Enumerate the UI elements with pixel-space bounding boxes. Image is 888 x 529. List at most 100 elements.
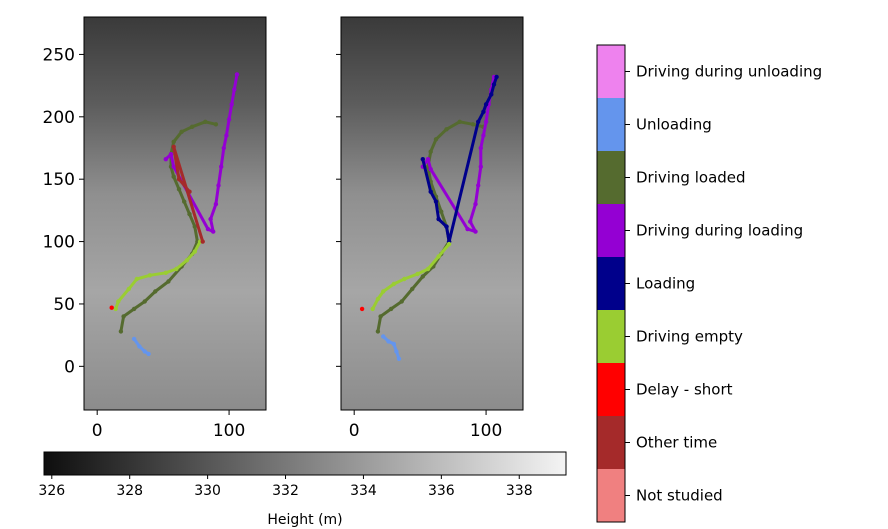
right-map-point-unloading — [381, 334, 386, 339]
legend-swatch-not-studied — [597, 469, 625, 523]
left-map-x-tick-label: 0 — [92, 421, 103, 441]
left-map-point-other-time — [171, 144, 176, 149]
right-map-point-unloading — [396, 356, 402, 361]
right-map-point-driving-loaded — [388, 306, 394, 312]
right-map-frame — [340, 16, 524, 411]
right-map-point-loading — [481, 109, 486, 115]
right-map-point-driving-loaded — [433, 137, 439, 142]
height-colorbar-tick-label: 328 — [116, 483, 143, 499]
left-map-x-tick-label: 100 — [213, 421, 245, 441]
legend-swatch-driving-during-loading — [597, 204, 625, 258]
left-map-background — [84, 17, 266, 410]
left-map-point-driving-loaded — [192, 224, 197, 229]
left-map-point-driving-empty — [184, 258, 190, 263]
legend-label-driving-during-loading: Driving during loading — [636, 222, 803, 240]
legend-swatch-driving-loaded — [597, 151, 625, 205]
left-map-point-driving-loaded — [187, 211, 192, 217]
right-map-point-unloading — [394, 349, 399, 354]
left-map-point-driving-loaded — [203, 119, 208, 125]
left-map-point-driving-during-loading — [163, 157, 168, 162]
right-map-point-driving-during-loading — [478, 164, 483, 169]
left-map-point-driving-during-loading — [232, 87, 237, 92]
right-map-point-loading — [420, 157, 425, 162]
right-map-point-loading — [491, 82, 497, 87]
right-map-point-unloading — [386, 339, 391, 344]
legend-label-driving-during-unloading: Driving during unloading — [636, 63, 822, 81]
left-map-point-unloading — [142, 349, 147, 354]
left-map-point-driving-during-loading — [168, 152, 174, 157]
right-map-point-driving-empty — [402, 276, 407, 282]
left-map-point-driving-during-loading — [211, 229, 216, 234]
left-map-y-ticks: 0 50 100 150 200 250 — [43, 45, 84, 377]
right-map-point-driving-during-loading — [468, 219, 473, 224]
left-map-point-unloading — [137, 344, 142, 349]
height-colorbar-tick-label: 336 — [428, 483, 455, 499]
category-colorbar: Driving during unloading Unloading Driving… — [596, 44, 822, 523]
right-map-point-driving-empty — [370, 306, 375, 312]
left-map-point-other-time — [176, 177, 182, 182]
height-colorbar-tick-label: 330 — [194, 483, 221, 499]
right-map-point-driving-loaded — [375, 329, 381, 334]
left-map-point-driving-empty — [147, 273, 153, 278]
legend-swatch-loading — [597, 257, 625, 311]
left-map-point-driving-loaded — [179, 129, 184, 134]
left-map-y-tick-label: 200 — [43, 108, 75, 128]
legend-swatch-driving-empty — [597, 310, 625, 364]
right-map-point-driving-empty — [381, 289, 386, 294]
height-colorbar-tick-label: 326 — [38, 483, 65, 499]
height-colorbar-gradient — [43, 451, 567, 476]
left-map-point-driving-during-loading — [205, 226, 211, 232]
left-map-point-driving-loaded — [171, 174, 176, 179]
left-map-y-tick-label: 50 — [53, 295, 75, 315]
right-map-point-driving-loaded — [378, 314, 383, 319]
right-map-point-loading — [494, 74, 499, 80]
right-map-point-loading — [436, 216, 441, 222]
right-map-point-driving-empty — [391, 281, 396, 287]
right-map-point-loading — [428, 189, 433, 194]
left-map-point-driving-during-loading — [213, 201, 219, 207]
left-map-track-driving-empty — [114, 240, 202, 311]
right-map-point-driving-loaded — [470, 122, 476, 127]
left-map-point-delay-short — [109, 305, 114, 310]
legend-label-driving-empty: Driving empty — [636, 328, 743, 346]
left-map-point-driving-loaded — [182, 199, 187, 204]
right-map-point-driving-during-loading — [473, 229, 478, 234]
legend-swatch-delay-short — [597, 363, 625, 417]
right-map-point-driving-loaded — [444, 127, 449, 132]
left-map-y-tick-label: 100 — [43, 233, 75, 253]
height-colorbar-ticks: 326 328 330 332 334 336 338 — [38, 475, 533, 499]
left-map-point-driving-during-loading — [208, 216, 213, 222]
right-map-point-driving-during-loading — [476, 183, 481, 188]
left-map-point-unloading — [146, 351, 151, 357]
left-map-point-driving-loaded — [166, 279, 171, 284]
height-colorbar-tick-label: 334 — [350, 483, 377, 499]
left-map-point-driving-during-loading — [221, 145, 226, 151]
left-map-point-driving-empty — [163, 270, 168, 275]
legend-label-loading: Loading — [636, 275, 695, 293]
left-map-point-driving-during-loading — [216, 183, 221, 188]
left-map-point-driving-loaded — [131, 306, 137, 312]
right-map-point-delay-short — [359, 306, 365, 312]
left-map-point-driving-loaded — [171, 139, 176, 144]
right-map-point-driving-during-loading — [481, 133, 486, 138]
left-map-point-driving-loaded — [176, 187, 182, 192]
legend-label-other-time: Other time — [636, 434, 717, 452]
left-map-point-driving-empty — [116, 299, 121, 304]
left-map-y-tick-label: 0 — [64, 357, 75, 377]
left-map-x-ticks: 0 100 — [92, 410, 245, 441]
left-map-point-driving-loaded — [121, 314, 126, 319]
right-map-y-ticks — [336, 53, 341, 367]
left-map-point-driving-loaded — [118, 329, 124, 334]
left-map-point-driving-empty — [134, 276, 139, 282]
left-map-point-driving-during-loading — [219, 164, 224, 169]
left-map-track-other-time — [172, 145, 205, 244]
left-map-point-driving-loaded — [189, 124, 195, 129]
right-map-point-driving-during-loading — [425, 157, 431, 162]
right-map-point-driving-empty — [375, 296, 381, 302]
right-map-point-unloading — [391, 341, 396, 347]
right-map-track-driving-loaded — [376, 120, 485, 333]
right-map-tracks — [359, 74, 499, 361]
left-map-tracks — [109, 72, 240, 357]
right-map-point-driving-loaded — [410, 286, 415, 292]
